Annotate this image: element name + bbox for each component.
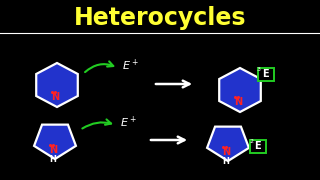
- Text: N: N: [51, 92, 59, 102]
- Text: $E^+$: $E^+$: [120, 114, 136, 130]
- Text: H: H: [50, 154, 56, 163]
- Text: 3: 3: [257, 67, 261, 72]
- Text: Heterocycles: Heterocycles: [74, 6, 246, 30]
- Text: N: N: [222, 147, 230, 157]
- Text: N: N: [234, 97, 242, 107]
- Polygon shape: [207, 127, 249, 161]
- Polygon shape: [219, 68, 261, 112]
- Text: E: E: [254, 141, 261, 151]
- Text: 2: 2: [249, 139, 253, 144]
- FancyBboxPatch shape: [258, 68, 274, 80]
- Text: H: H: [223, 156, 229, 165]
- Polygon shape: [36, 63, 78, 107]
- Text: E: E: [262, 69, 269, 79]
- Polygon shape: [34, 125, 76, 159]
- Text: $E^+$: $E^+$: [122, 57, 139, 73]
- FancyBboxPatch shape: [250, 140, 266, 152]
- Text: N: N: [49, 145, 57, 155]
